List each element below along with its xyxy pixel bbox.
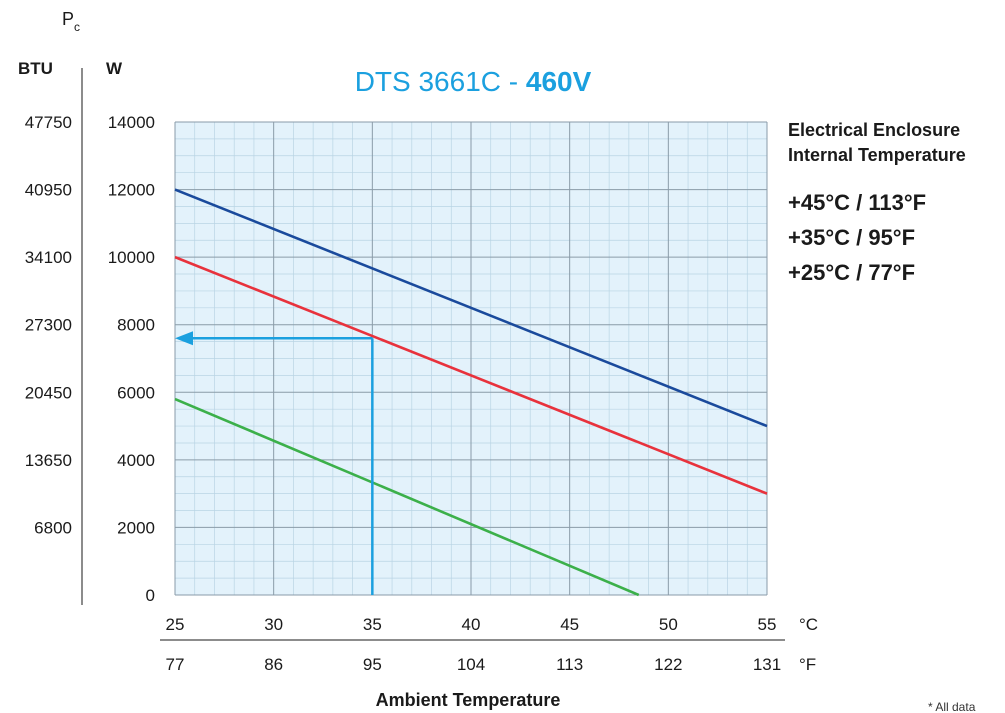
legend-item-1: +35°C / 95°F <box>788 225 915 250</box>
x-tick-c-label: 55 <box>758 615 777 634</box>
example-reading <box>175 331 374 595</box>
y-ticks: 0 2000 6800 4000 13650 6000 20450 8000 27300 1000… <box>25 113 155 605</box>
y-symbol: Pc <box>62 9 80 34</box>
y-tick-btu-label: 6800 <box>34 518 72 537</box>
x-tick-c-label: 45 <box>560 615 579 634</box>
x-unit-celsius: °C <box>799 615 818 634</box>
series-line-1 <box>174 255 768 495</box>
y-tick-w-label: 8000 <box>117 316 155 335</box>
y-unit-w: W <box>106 59 123 78</box>
y-tick-btu-label: 20450 <box>25 383 72 402</box>
y-tick-w-label: 14000 <box>108 113 155 132</box>
y-tick-btu-label: 13650 <box>25 451 72 470</box>
x-tick-c-label: 50 <box>659 615 678 634</box>
x-tick-f-label: 86 <box>264 655 283 674</box>
legend: +45°C / 113°F +35°C / 95°F +25°C / 77°F <box>788 190 926 285</box>
x-tick-c-label: 25 <box>166 615 185 634</box>
y-unit-btu: BTU <box>18 59 53 78</box>
footnote: * All data <box>928 700 976 713</box>
legend-title-line2: Internal Temperature <box>788 145 966 165</box>
y-tick-w-label: 12000 <box>108 181 155 200</box>
x-tick-f-label: 113 <box>556 655 583 674</box>
y-tick-w-label: 4000 <box>117 451 155 470</box>
y-tick-w-label: 10000 <box>108 248 155 267</box>
x-tick-c-label: 40 <box>462 615 481 634</box>
y-tick-btu-label: 40950 <box>25 181 72 200</box>
series-layer <box>174 188 768 597</box>
x-tick-f-label: 95 <box>363 655 382 674</box>
reading-arrow-icon <box>175 331 193 346</box>
x-tick-f-label: 104 <box>457 655 485 674</box>
x-tick-c-label: 30 <box>264 615 283 634</box>
y-tick-w-label: 2000 <box>117 518 155 537</box>
legend-title-line1: Electrical Enclosure <box>788 120 960 140</box>
x-tick-f-label: 131 <box>753 655 781 674</box>
chart-title: DTS 3661C - 460V <box>355 66 592 97</box>
x-axis-label: Ambient Temperature <box>376 690 561 710</box>
series-line-2 <box>174 397 640 597</box>
y-tick-btu-label: 34100 <box>25 248 72 267</box>
y-tick-w-label: 0 <box>146 586 155 605</box>
x-unit-fahrenheit: °F <box>799 655 816 674</box>
y-tick-btu-label: 47750 <box>25 113 72 132</box>
y-tick-btu-label: 27300 <box>25 316 72 335</box>
y-tick-w-label: 6000 <box>117 383 155 402</box>
legend-item-2: +25°C / 77°F <box>788 260 915 285</box>
x-ticks: 25 77 30 86 35 95 40 104 45 113 50 122 55 131 <box>166 615 782 674</box>
x-tick-f-label: 122 <box>654 655 682 674</box>
legend-item-0: +45°C / 113°F <box>788 190 926 215</box>
x-tick-f-label: 77 <box>166 655 185 674</box>
series-line-0 <box>174 188 768 428</box>
x-tick-c-label: 35 <box>363 615 382 634</box>
